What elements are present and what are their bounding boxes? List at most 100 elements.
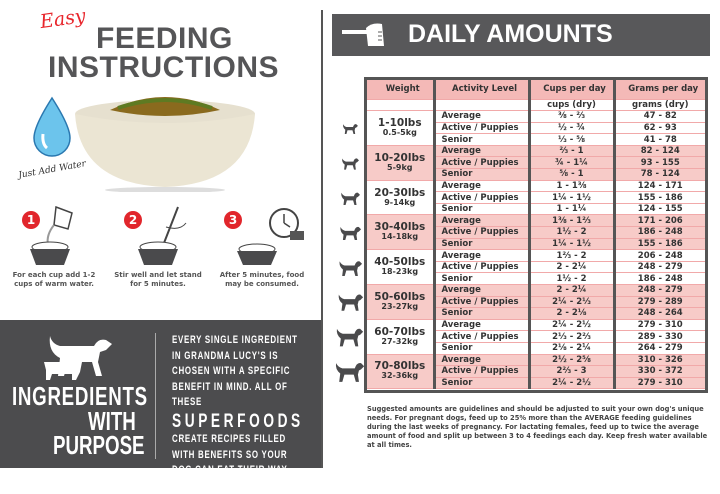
activity-cell: Active / Puppies [434,365,531,378]
dog-icon [341,158,359,170]
grams-cell: 248 - 264 [614,307,705,320]
table-row: Active / Puppies ¾ - 1¼ 93 - 155 [367,156,705,170]
grams-cell: 248 - 279 [614,261,705,274]
weight-cell: 30-40lbs 14-18kg [367,214,436,251]
measuring-cup-icon [342,23,384,46]
cups-cell: 1⅔ - 2 [529,249,616,262]
weight-cell: 60-70lbs 27-32kg [367,319,436,355]
step-2: 2 Stir well and let stand for 5 minutes. [108,205,208,289]
table-row: Active / Puppies 2 - 2¼ 248 - 279 [367,261,705,274]
table-row: Active / Puppies 1¼ - 1½ 155 - 186 [367,191,705,204]
grams-unit: grams (dry) [614,99,705,112]
table-row: 30-40lbs 14-18kg Average 1⅜ - 1⅔ 171 - 206 [367,214,705,251]
activity-cell: Active / Puppies [434,261,531,274]
dogs-silhouette-icon [44,336,112,380]
pour-water-bowl-icon [30,205,73,265]
step-2-caption: Stir well and let stand for 5 minutes. [114,271,202,288]
weight-lbs: 40-50lbs [374,256,426,269]
weight-lbs: 70-80lbs [374,360,426,373]
food-bowl-image [75,97,255,192]
col-weight: Weight [367,80,436,100]
grams-cell: 310 - 326 [614,354,705,367]
col-cups: Cups per day [529,80,616,100]
activity-cell: Active / Puppies [434,191,531,204]
weight-cell: 20-30lbs 9-14kg [367,180,436,216]
activity-cell: Senior [434,203,531,216]
dog-icon [337,328,364,347]
divider [321,10,323,468]
grams-cell: 41 - 78 [614,133,705,146]
grams-cell: 206 - 248 [614,249,705,262]
weight-lbs: 60-70lbs [374,325,426,338]
cups-cell: 1½ - 2 [529,226,616,239]
activity-cell: Senior [434,377,531,390]
activity-cell: Average [434,249,531,262]
feeding-notes: Suggested amounts are guidelines and sho… [367,405,708,449]
easy-script-label: Easy [38,4,87,34]
grams-cell: 62 - 93 [614,122,705,135]
activity-cell: Active / Puppies [434,330,531,343]
grams-cell: 186 - 248 [614,272,705,285]
weight-cell: 40-50lbs 18-23kg [367,249,436,285]
activity-cell: Average [434,284,531,297]
grams-cell: 264 - 279 [614,342,705,355]
weight-kg: 14-18kg [381,232,419,242]
dog-icon [340,192,360,206]
cups-unit: cups (dry) [529,99,616,112]
activity-cell: Senior [434,307,531,320]
step-1: 1 For each cup add 1-2 cups of warm wate… [4,205,104,289]
dog-icon [339,260,362,276]
grams-cell: 155 - 186 [614,191,705,204]
weight-cell: 50-60lbs 23-27kg [367,284,436,320]
grams-cell: 93 - 155 [614,156,705,170]
cups-cell: 2½ - 2⅝ [529,354,616,367]
cups-cell: ½ - ¾ [529,122,616,135]
table-row: 20-30lbs 9-14kg Average 1 - 1⅜ 124 - 171 [367,180,705,216]
weight-kg: 32-36kg [381,371,419,381]
weight-lbs: 30-40lbs [374,221,426,234]
ingredients-divider [155,333,156,459]
step-1-caption: For each cup add 1-2 cups of warm water. [12,271,96,288]
dog-icon [336,363,365,382]
weight-lbs: 50-60lbs [374,290,426,303]
stir-fork-bowl-icon [138,206,187,265]
cups-cell: 2⅓ - 2⅔ [529,330,616,343]
grams-cell: 155 - 186 [614,238,705,251]
weight-kg: 27-32kg [381,336,419,346]
blurb-text-a: EVERY SINGLE INGREDIENT IN GRANDMA LUCY'… [172,334,298,408]
step-number: 1 [22,211,40,229]
cups-cell: 1¼ - 1½ [529,191,616,204]
weight-lbs: 10-20lbs [374,151,426,164]
dog-icon [339,226,361,241]
cups-cell: 2¼ - 2½ [529,377,616,390]
table-row: 1-10lbs 0.5-5kg Average ⅜ - ⅔ 47 - 82 [367,110,705,146]
grams-cell: 47 - 82 [614,110,705,123]
activity-cell: Average [434,145,531,158]
weight-kg: 18-23kg [381,267,419,277]
grams-cell: 248 - 279 [614,284,705,297]
cups-cell: ⅓ - ⅝ [529,133,616,146]
weight-cell: 70-80lbs 32-36kg [367,354,436,390]
dog-icon [338,294,363,312]
table-row: Senior 2⅛ - 2¼ 264 - 279 [367,342,705,355]
cups-cell: 2 - 2¼ [529,284,616,297]
cups-cell: 1¼ - 1½ [529,238,616,251]
activity-cell: Senior [434,133,531,146]
table-row: 50-60lbs 23-27kg Average 2 - 2¼ 248 - 279 [367,284,705,320]
weight-kg: 23-27kg [381,301,419,311]
cups-cell: ⅜ - ⅔ [529,110,616,123]
grams-cell: 279 - 289 [614,296,705,309]
cups-cell: 2 - 2⅛ [529,307,616,320]
clock-bowl-icon [237,208,304,265]
table-row: Active / Puppies 2⅔ - 3 330 - 372 [367,365,705,378]
cups-cell: 1 - 1¼ [529,203,616,216]
col-grams: Grams per day [614,80,705,100]
table-row: Senior 1½ - 2 186 - 248 [367,272,705,285]
daily-amounts-title: DAILY AMOUNTS [408,20,613,48]
col-activity: Activity Level [434,80,531,100]
table-row: 60-70lbs 27-32kg Average 2¼ - 2½ 279 - 310 [367,319,705,355]
ingredients-heading-line2: WITH [88,406,136,436]
activity-cell: Senior [434,238,531,251]
activity-cell: Active / Puppies [434,226,531,239]
cups-cell: 1½ - 2 [529,272,616,285]
